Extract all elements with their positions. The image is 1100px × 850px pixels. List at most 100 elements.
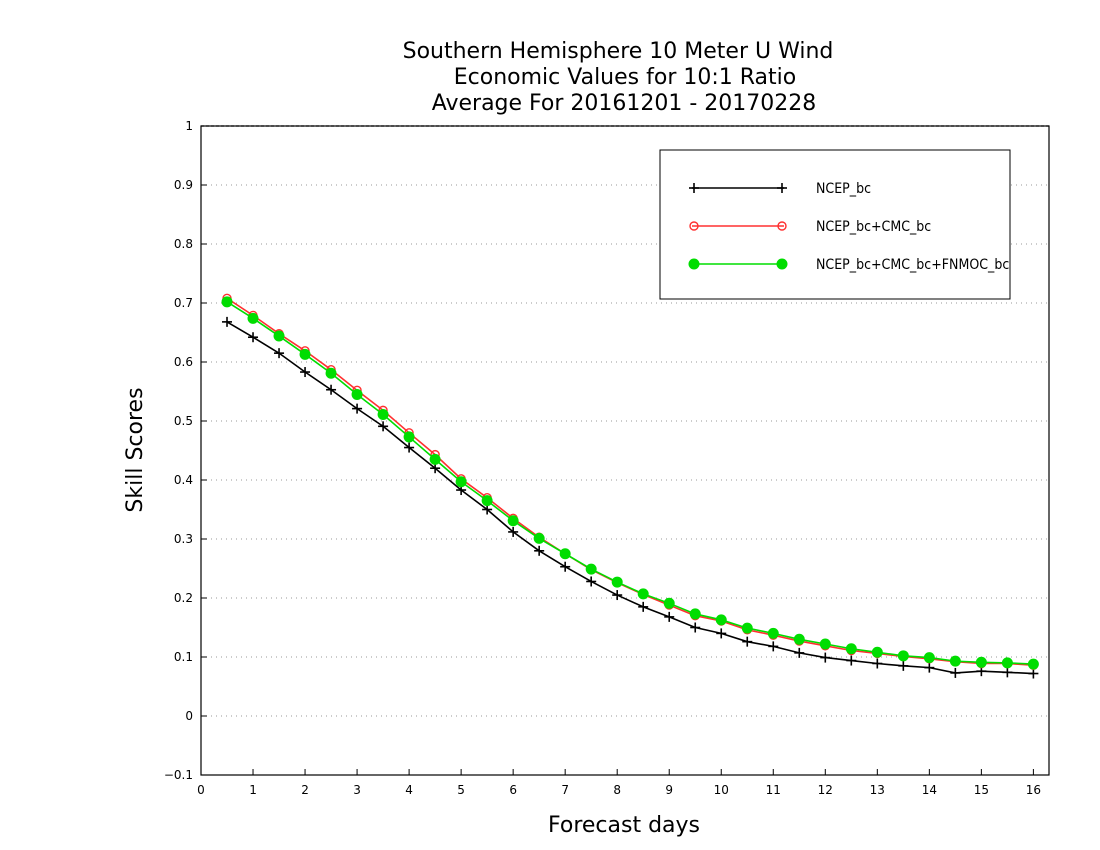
data-point (611, 576, 623, 588)
x-tick-label: 15 (974, 783, 989, 797)
x-tick-label: 9 (665, 783, 673, 797)
legend-label: NCEP_bc+CMC_bc (816, 219, 931, 235)
data-point (273, 330, 285, 342)
legend-marker (776, 258, 788, 270)
y-tick-label: −0.1 (164, 768, 193, 782)
data-point (586, 576, 597, 587)
data-point (533, 532, 545, 544)
data-point (325, 367, 337, 379)
data-point (534, 545, 545, 556)
data-point (1002, 667, 1013, 678)
x-tick-label: 6 (509, 783, 517, 797)
data-point (924, 662, 935, 673)
data-point (482, 504, 493, 515)
x-tick-label: 7 (561, 783, 569, 797)
series-line (226, 297, 1034, 667)
legend-marker (689, 221, 699, 231)
y-tick-label: 0.8 (174, 237, 193, 251)
data-point (300, 367, 311, 378)
legend: NCEP_bc NCEP_bc+CMC_bc NCEP_bc+CMC_bc+FNMO… (659, 149, 1011, 300)
x-tick-label: 4 (405, 783, 413, 797)
legend-box (659, 149, 1011, 300)
data-point (274, 348, 285, 359)
x-tick-label: 3 (353, 783, 361, 797)
legend-item: NCEP_bc+CMC_bc (689, 219, 931, 235)
data-point (637, 588, 649, 600)
x-tick-label: 13 (870, 783, 885, 797)
data-point (248, 332, 259, 343)
series-line (226, 301, 1034, 665)
series-NCEP_bc+CMC_bc+FNMOC_bc (221, 296, 1039, 670)
data-point (793, 633, 805, 645)
x-tick-label: 12 (818, 783, 833, 797)
data-point (247, 312, 259, 324)
data-point (846, 655, 857, 666)
data-point (1027, 658, 1039, 670)
data-point (377, 409, 389, 421)
data-point (872, 658, 883, 669)
data-point (690, 622, 701, 633)
data-point (663, 597, 675, 609)
y-axis-label: Skill Scores (123, 387, 148, 512)
series-NCEP_bc+CMC_bc (222, 293, 1039, 670)
data-point (507, 515, 519, 527)
legend-marker (688, 258, 700, 270)
data-point (638, 601, 649, 612)
series-line (226, 321, 1034, 675)
data-point (923, 652, 935, 664)
data-point (352, 403, 363, 414)
data-point (378, 421, 389, 432)
plot-frame (200, 125, 1050, 776)
x-tick-label: 14 (922, 783, 937, 797)
x-tick-label: 2 (301, 783, 309, 797)
x-tick-label: 0 (197, 783, 205, 797)
data-point (403, 431, 415, 443)
data-point (820, 652, 831, 663)
data-point (715, 614, 727, 626)
data-point (950, 667, 961, 678)
data-point (1001, 657, 1013, 669)
y-tick-label: 0.2 (174, 591, 193, 605)
y-tick-label: 0.1 (174, 650, 193, 664)
title-line-1: Southern Hemisphere 10 Meter U Wind (403, 39, 834, 64)
legend-items: NCEP_bc NCEP_bc+CMC_bc NCEP_bc+CMC_bc+FNMO… (688, 181, 1009, 273)
y-tick-label: 0 (185, 709, 193, 723)
data-point (741, 622, 753, 634)
series-NCEP_bc (222, 316, 1039, 679)
data-point (612, 590, 623, 601)
data-point (455, 476, 467, 488)
data-point (819, 638, 831, 650)
data-point (689, 608, 701, 620)
data-point (351, 388, 363, 400)
data-point (560, 561, 571, 572)
data-point (664, 611, 675, 622)
y-tick-label: 1 (185, 119, 193, 133)
data-point (481, 495, 493, 507)
data-point (975, 656, 987, 668)
data-point (716, 628, 727, 639)
data-point (585, 563, 597, 575)
data-point (949, 655, 961, 667)
data-point (221, 296, 233, 308)
data-point (222, 316, 233, 327)
legend-item: NCEP_bc+CMC_bc+FNMOC_bc (688, 257, 1009, 273)
title-line-2: Economic Values for 10:1 Ratio (454, 65, 796, 90)
legend-label: NCEP_bc+CMC_bc+FNMOC_bc (816, 257, 1009, 273)
chart-title: Southern Hemisphere 10 Meter U Wind Econ… (403, 39, 834, 116)
title-line-3: Average For 20161201 - 20170228 (432, 91, 817, 116)
x-tick-label: 5 (457, 783, 465, 797)
data-point (871, 646, 883, 658)
legend-item: NCEP_bc (689, 181, 871, 197)
data-point (559, 548, 571, 560)
x-axis-label: Forecast days (548, 813, 700, 838)
data-point (430, 463, 441, 474)
x-tick-label: 1 (249, 783, 257, 797)
data-point (299, 348, 311, 360)
legend-label: NCEP_bc (816, 181, 871, 197)
data-point (326, 384, 337, 395)
y-tick-label: 0.5 (174, 414, 193, 428)
legend-marker (777, 221, 787, 231)
y-tick-label: 0.3 (174, 532, 193, 546)
data-point (768, 641, 779, 652)
